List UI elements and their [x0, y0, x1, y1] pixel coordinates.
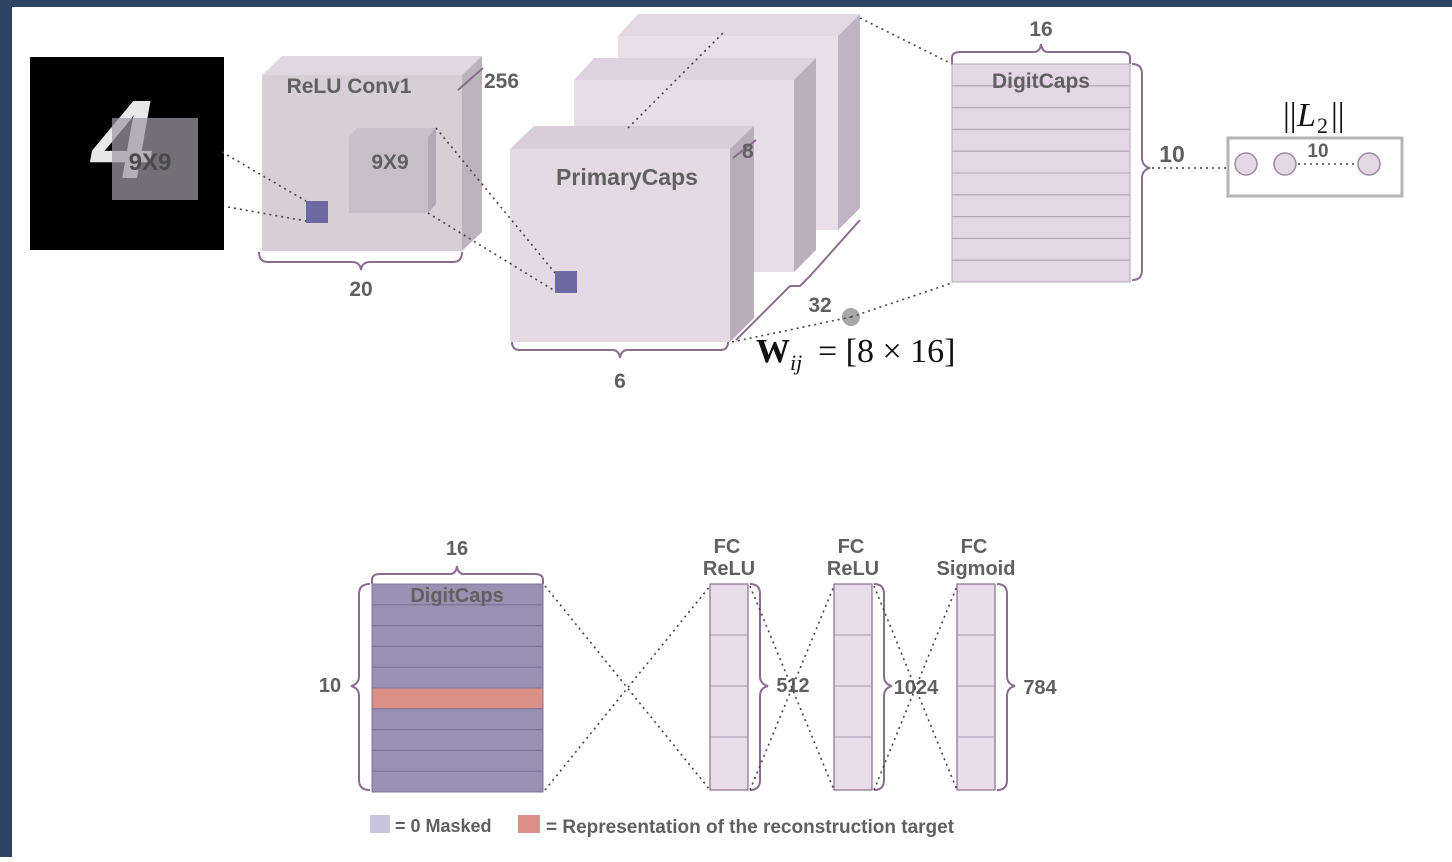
legend: = 0 Masked = Representation of the recon… — [370, 815, 955, 838]
weights-symbol: W — [756, 333, 790, 370]
decoder-digitcaps-row — [371, 687, 544, 710]
primarycaps-width-label: 6 — [614, 370, 626, 393]
l2-norm-output: 10 || L 2 || — [1152, 97, 1404, 198]
fc-layer-2-size: 1024 — [894, 677, 939, 699]
legend-masked-label: = 0 Masked — [395, 816, 492, 836]
conn-input-conv1-b — [227, 206, 307, 222]
weights-subscript: ij — [790, 350, 802, 375]
digitcaps-top-title: DigitCaps — [992, 70, 1090, 93]
l2-count-label: 10 — [1307, 141, 1328, 162]
input-kernel-window — [112, 118, 198, 200]
legend-target-label: = Representation of the reconstruction t… — [546, 817, 955, 838]
fc-layer-1-line2: ReLU — [703, 558, 755, 580]
digitcaps-top-width-label: 16 — [1029, 18, 1052, 41]
l2-unit-last — [1357, 152, 1381, 176]
l2-suffix: || — [1331, 97, 1345, 134]
conv1-title: ReLU Conv1 — [287, 75, 412, 98]
fc-layer-1-size: 512 — [776, 675, 809, 697]
input-kernel-label: 9X9 — [129, 149, 172, 176]
legend-target-swatch — [518, 815, 540, 833]
digitcaps-top-row — [951, 259, 1131, 283]
conn-conv1-primary-b — [427, 212, 556, 292]
fc-layer-1-line1: FC — [714, 536, 741, 558]
decoder-digitcaps: 16 DigitCaps 10 — [319, 538, 544, 793]
fc-layer-3-size: 784 — [1023, 677, 1057, 699]
fc-layer-2: FC ReLU 1024 — [827, 536, 939, 791]
conn-input-conv1-a — [221, 151, 307, 202]
weights-expression: = [8 × 16] — [818, 333, 956, 370]
window-frame-top — [0, 0, 1452, 7]
l2-prefix: || — [1283, 97, 1297, 134]
window-frame-left — [0, 0, 12, 857]
decoder-digitcaps-width-label: 16 — [446, 538, 468, 560]
fc-layer-3: FC Sigmoid 784 — [937, 536, 1058, 791]
conv1-kernel-label: 9X9 — [371, 151, 408, 174]
fc-layer-3-line1: FC — [961, 536, 988, 558]
primarycaps-count-label: 32 — [808, 294, 831, 317]
conv1-width-label: 20 — [349, 278, 372, 301]
l2-unit-1 — [1234, 152, 1258, 176]
l2-unit-2 — [1273, 152, 1297, 176]
decoder-digitcaps-row — [371, 770, 544, 793]
primarycaps-depth-label: 8 — [742, 140, 754, 163]
decoder-fc-layers: FC ReLU 512 FC ReLU 1024 FC Sigmoid 784 — [703, 536, 1058, 791]
conn-primary-inner — [627, 31, 725, 129]
fc-layer-2-line2: ReLU — [827, 558, 879, 580]
conn-primary-digitcaps — [859, 17, 953, 65]
conv1-block: ReLU Conv1 256 9X9 20 — [258, 56, 519, 301]
legend-masked-swatch — [370, 815, 390, 833]
conv1-depth-label: 256 — [484, 70, 519, 93]
primarycaps-unit — [555, 271, 577, 293]
digitcaps-top-rows — [951, 63, 1131, 283]
input-image: 4 9X9 — [30, 57, 224, 250]
primarycaps-stack: PrimaryCaps 8 6 32 — [510, 14, 861, 393]
decoder-digitcaps-height-label: 10 — [319, 675, 341, 697]
fc-layer-3-line2: Sigmoid — [937, 558, 1016, 580]
decoder-connections — [544, 585, 958, 791]
weight-matrix-label: W ij = [8 × 16] — [731, 282, 956, 375]
primarycaps-title: PrimaryCaps — [556, 164, 698, 190]
fc-layer-2-line1: FC — [838, 536, 865, 558]
conv1-inner-kernel: 9X9 — [349, 128, 436, 213]
conn-conv1-primary-a — [435, 127, 556, 274]
l2-subscript: 2 — [1317, 113, 1328, 138]
decoder-digitcaps-rows — [371, 583, 544, 793]
conv1-output-unit — [306, 201, 328, 223]
digitcaps-top: 16 DigitCaps 10 — [951, 18, 1185, 283]
fc-layer-1: FC ReLU 512 — [703, 536, 810, 791]
digitcaps-top-height-label: 10 — [1159, 141, 1185, 167]
decoder-digitcaps-title: DigitCaps — [410, 585, 503, 607]
l2-symbol: L — [1296, 97, 1316, 134]
